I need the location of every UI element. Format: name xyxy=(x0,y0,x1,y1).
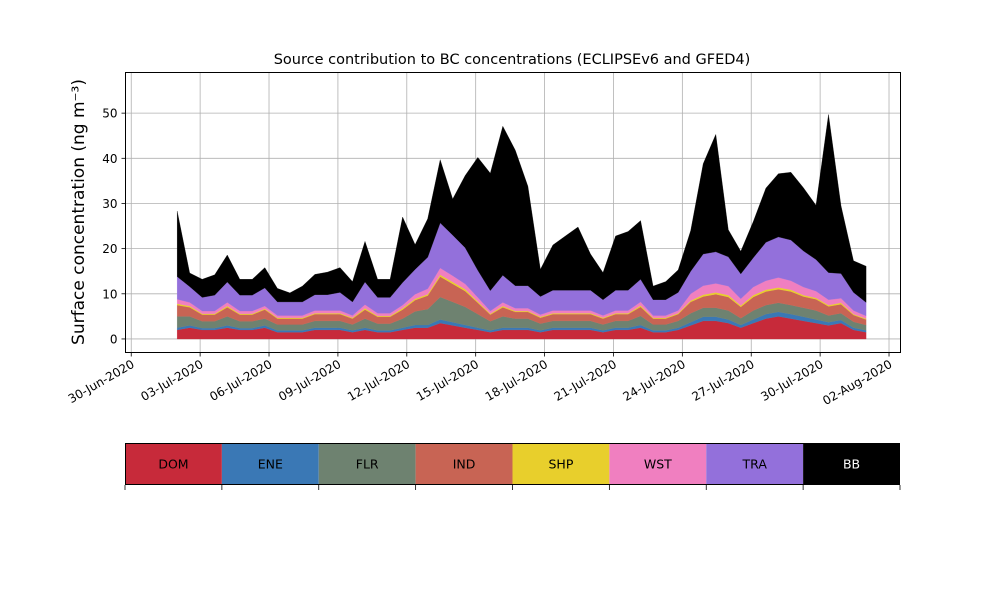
x-tick-label: 03-Jul-2020 xyxy=(138,357,205,404)
plot-frame xyxy=(125,72,901,353)
y-tick-label: 0 xyxy=(110,332,118,346)
legend-swatch-tra xyxy=(706,443,804,485)
y-axis: 0 10 20 30 40 50 xyxy=(102,107,126,346)
y-tick-label: 20 xyxy=(102,242,117,256)
legend-swatch-shp xyxy=(512,443,610,485)
legend-label-ind: IND xyxy=(453,457,476,472)
x-tick-label: 09-Jul-2020 xyxy=(276,357,343,404)
legend: DOM ENE FLR IND SHP WST TRA BB xyxy=(124,443,901,490)
series-bb-area xyxy=(177,114,867,303)
legend-label-dom: DOM xyxy=(158,457,188,472)
legend-swatch-bb xyxy=(803,443,900,485)
x-tick-label: 02-Aug-2020 xyxy=(820,357,894,408)
x-tick-label: 24-Jul-2020 xyxy=(621,357,688,404)
y-axis-label: Surface concentration (ng m⁻³) xyxy=(69,79,89,345)
legend-label-tra: TRA xyxy=(742,457,768,472)
x-tick-label: 21-Jul-2020 xyxy=(552,357,619,404)
y-tick-label: 10 xyxy=(102,287,117,301)
legend-label-shp: SHP xyxy=(549,457,574,472)
legend-swatch-dom xyxy=(125,443,222,485)
x-axis: 30-Jun-2020 03-Jul-2020 06-Jul-2020 09-Jul-… xyxy=(66,352,895,408)
legend-label-flr: FLR xyxy=(356,457,379,472)
legend-label-ene: ENE xyxy=(258,457,283,472)
legend-swatch-flr xyxy=(318,443,416,485)
legend-label-wst: WST xyxy=(644,457,672,472)
legend-swatch-ene xyxy=(221,443,319,485)
chart-title: Source contribution to BC concentrations… xyxy=(274,52,751,68)
x-tick-label: 15-Jul-2020 xyxy=(414,357,481,404)
x-tick-label: 12-Jul-2020 xyxy=(345,357,412,404)
y-tick-label: 30 xyxy=(102,197,117,211)
legend-swatch-ind xyxy=(415,443,513,485)
stacked-areas xyxy=(177,114,867,340)
legend-label-bb: BB xyxy=(843,457,860,472)
legend-frame xyxy=(125,443,900,485)
legend-swatch-wst xyxy=(609,443,707,485)
y-tick-label: 40 xyxy=(102,152,117,166)
x-tick-label: 18-Jul-2020 xyxy=(483,357,550,404)
x-tick-label: 30-Jun-2020 xyxy=(66,357,137,406)
x-tick-label: 27-Jul-2020 xyxy=(689,357,756,404)
x-tick-label: 06-Jul-2020 xyxy=(207,357,274,404)
x-tick-label: 30-Jul-2020 xyxy=(758,357,825,404)
y-tick-label: 50 xyxy=(102,107,117,121)
